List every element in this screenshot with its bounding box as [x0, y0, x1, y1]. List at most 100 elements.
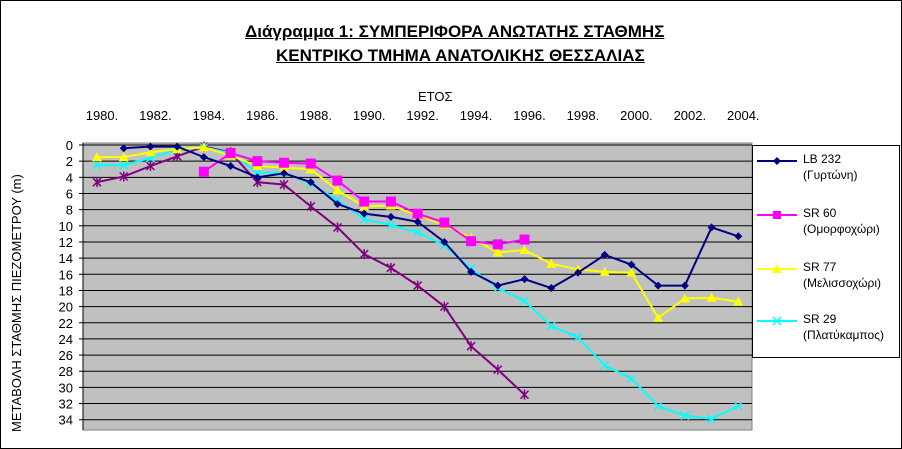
data-point-sr77: [145, 147, 156, 157]
legend-detail-sr29: (Πλατύκαμπος): [803, 328, 884, 342]
x-tick-label: 1986.: [246, 108, 279, 123]
chart-title-line-2: ΚΕΝΤΡΙΚΟ ΤΜΗΜΑ ΑΝΑΤΟΛΙΚΗΣ ΘΕΣΣΑΛΙΑΣ: [276, 46, 645, 65]
data-point-sr29: [519, 296, 530, 306]
data-point-lb232: [146, 142, 155, 151]
data-point-series4: [279, 179, 289, 190]
data-point-lb232: [627, 260, 636, 269]
data-point-sr29: [119, 160, 129, 170]
chart-title-line-1: Διάγραμμα 1: ΣΥΜΠΕΡΙΦΟΡΑ ΑΝΩΤΑΤΗΣ ΣΤΑΘΜΗ…: [245, 22, 665, 41]
data-point-lb232: [413, 217, 422, 226]
data-point-lb232: [226, 162, 235, 171]
data-point-sr77: [626, 267, 637, 277]
legend-detail-lb232: (Γυρτώνη): [803, 168, 858, 182]
data-point-lb232: [306, 178, 315, 187]
data-point-sr77: [706, 292, 717, 302]
y-tick-label: 12: [59, 235, 73, 250]
data-point-sr77: [599, 266, 610, 276]
y-tick-label: 6: [66, 186, 73, 201]
chart-legend: LB 232 (Γυρτώνη) SR 60 (Ομορφοχώρι) SR 7…: [752, 145, 900, 358]
data-point-sr77: [492, 247, 503, 257]
data-point-sr29: [359, 214, 369, 224]
data-point-sr77: [653, 312, 664, 322]
data-point-sr29: [626, 373, 636, 384]
data-point-series4: [306, 201, 316, 212]
data-point-lb232: [734, 232, 743, 241]
data-point-lb232: [467, 267, 476, 276]
legend-marker-sr77: [757, 264, 797, 273]
data-point-sr60: [198, 166, 209, 177]
y-tick-label: 10: [59, 219, 73, 234]
x-tick-label: 2000.: [620, 108, 653, 123]
data-point-sr77: [546, 258, 557, 268]
data-point-sr60: [412, 208, 423, 219]
series-line-lb232: [123, 145, 739, 290]
y-tick-label: 26: [59, 348, 73, 363]
data-point-lb232: [520, 275, 529, 284]
data-point-sr60: [466, 236, 477, 247]
data-point-sr29: [600, 361, 610, 371]
legend-label-sr29: SR 29: [803, 312, 837, 326]
data-point-lb232: [573, 268, 582, 277]
x-tick-label: 1994.: [460, 108, 493, 123]
data-point-series4: [466, 341, 476, 352]
legend-marker-sr29: [757, 316, 797, 326]
data-point-series4: [386, 262, 396, 273]
legend-label-sr77: SR 77: [803, 260, 837, 274]
data-point-series4: [119, 171, 129, 182]
data-point-sr60: [332, 175, 343, 186]
data-point-sr60: [519, 234, 530, 245]
y-tick-label: 14: [59, 251, 73, 266]
data-point-lb232: [440, 237, 449, 246]
data-point-lb232: [253, 173, 262, 182]
data-point-series4: [519, 389, 530, 400]
data-point-lb232: [600, 250, 609, 259]
data-point-sr77: [198, 142, 209, 152]
data-point-lb232: [493, 281, 502, 290]
data-point-sr29: [653, 401, 663, 411]
y-tick-label: 24: [59, 332, 73, 347]
data-point-lb232: [386, 212, 395, 221]
data-point-sr77: [92, 152, 102, 162]
y-tick-label: 30: [59, 380, 73, 395]
data-point-series4: [332, 222, 343, 233]
data-point-lb232: [360, 209, 369, 218]
data-point-sr77: [332, 185, 343, 195]
x-axis-title: ΕΤΟΣ: [418, 89, 453, 104]
y-tick-label: 22: [59, 316, 73, 331]
data-point-sr60: [439, 217, 450, 228]
x-tick-label: 1996.: [513, 108, 546, 123]
data-point-lb232: [333, 199, 342, 208]
x-tick-label: 1980.: [86, 108, 119, 123]
data-point-series4: [413, 280, 423, 291]
data-point-series4: [439, 301, 449, 312]
data-point-sr29: [680, 411, 690, 421]
data-point-lb232: [173, 142, 182, 151]
y-tick-label: 16: [59, 267, 73, 282]
data-point-lb232: [654, 281, 663, 290]
y-tick-label: 28: [59, 364, 73, 379]
data-point-sr29: [92, 160, 102, 170]
data-point-lb232: [680, 281, 689, 290]
data-point-sr60: [359, 196, 370, 207]
data-point-sr60: [492, 239, 503, 250]
data-point-sr60: [279, 157, 290, 168]
data-point-lb232: [547, 284, 556, 293]
data-point-series4: [145, 161, 155, 172]
x-tick-label: 1998.: [567, 108, 600, 123]
x-tick-label: 1982.: [139, 108, 172, 123]
data-point-sr77: [519, 245, 530, 255]
data-point-sr29: [546, 321, 556, 331]
data-point-sr60: [225, 148, 236, 159]
y-tick-label: 18: [59, 283, 73, 298]
data-point-sr29: [733, 401, 743, 411]
data-point-series4: [92, 177, 102, 188]
data-point-sr77: [679, 293, 690, 303]
data-point-lb232: [707, 223, 716, 232]
legend-detail-sr60: (Ομορφοχώρι): [803, 222, 880, 236]
y-tick-label: 2: [66, 154, 73, 169]
data-point-sr77: [118, 152, 129, 162]
data-point-sr29: [413, 227, 423, 237]
data-point-sr77: [733, 296, 744, 306]
legend-detail-sr77: (Μελισσοχώρι): [803, 276, 882, 290]
